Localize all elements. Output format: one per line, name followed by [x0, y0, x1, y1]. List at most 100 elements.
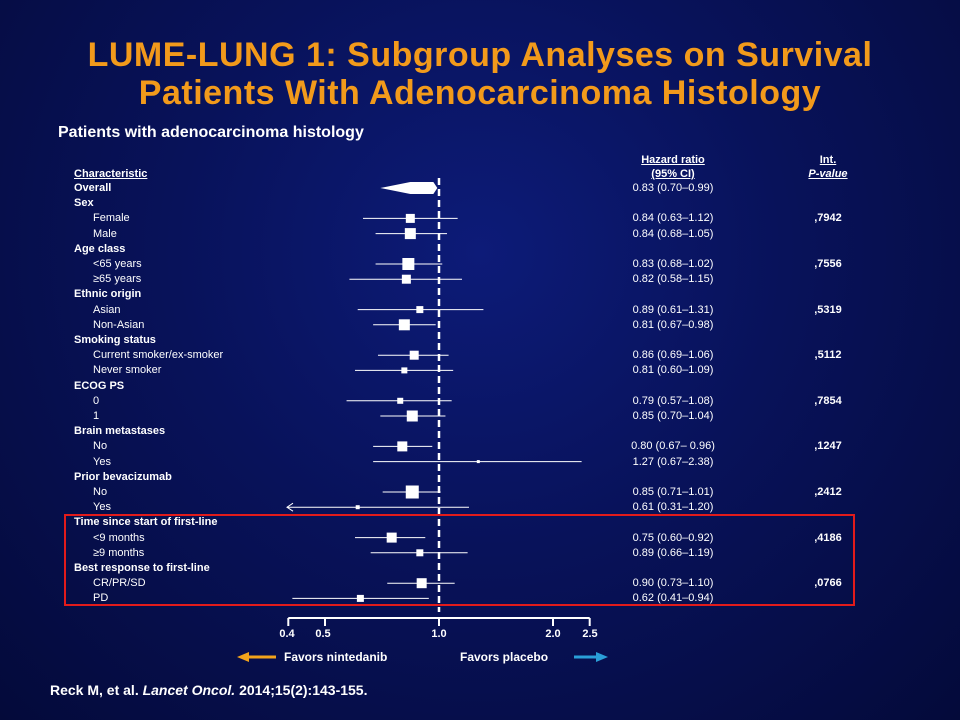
row-label: Female [93, 212, 130, 225]
p-value: ,1247 [814, 440, 842, 453]
hazard-ratio-value: 0.85 (0.70–1.04) [632, 410, 714, 422]
hazard-ratio-value: 0.83 (0.68–1.02) [632, 258, 714, 270]
p-value: ,4186 [814, 531, 842, 544]
row-label: ≥9 months [93, 546, 145, 559]
hazard-ratio-value: 0.61 (0.31–1.20) [632, 501, 714, 514]
row-label: Ethnic origin [74, 288, 142, 301]
point-estimate [405, 485, 419, 499]
hazard-ratio-value: 0.90 (0.73–1.10) [632, 577, 714, 590]
point-estimate [401, 274, 411, 284]
p-value: ,7942 [814, 212, 842, 225]
favors-nintedanib-label: Favors nintedanib [284, 650, 388, 664]
p-value-header-line-1: Int. [819, 154, 837, 166]
p-value-header-line-2: P-value [808, 168, 848, 180]
row-label: Asian [93, 303, 121, 316]
hazard-ratio-value: 0.81 (0.67–0.98) [632, 318, 714, 331]
p-value: ,7854 [814, 394, 842, 407]
point-estimate [355, 505, 360, 510]
hazard-ratio-value: 0.84 (0.68–1.05) [632, 227, 714, 240]
favors-placebo-label: Favors placebo [460, 650, 549, 664]
row-label: <9 months [93, 531, 145, 544]
point-estimate [476, 460, 480, 464]
hazard-ratio-value: 1.27 (0.67–2.38) [632, 455, 714, 468]
hazard-ratio-header: Hazard ratio (95% CI) [620, 153, 726, 181]
point-estimate [416, 549, 424, 557]
hazard-ratio-value: 0.89 (0.66–1.19) [632, 546, 714, 559]
hazard-ratio-header-line-1: Hazard ratio [641, 154, 705, 166]
row-label: ≥65 years [93, 273, 142, 286]
point-estimate [416, 578, 427, 589]
p-value: ,5319 [814, 303, 842, 316]
point-estimate [405, 213, 415, 223]
slide-title-line-2: Patients With Adenocarcinoma Histology [138, 74, 822, 112]
point-estimate [402, 258, 415, 270]
row-label: Time since start of first-line [74, 516, 218, 529]
point-estimate [356, 594, 364, 602]
favors-nintedanib-arrow-head [237, 652, 249, 662]
hazard-ratio-value: 0.83 (0.70–0.99) [632, 182, 714, 194]
hazard-ratio-value: 0.85 (0.71–1.01) [632, 486, 714, 498]
point-estimate [397, 441, 408, 452]
row-label: CR/PR/SD [93, 577, 146, 590]
point-estimate [404, 228, 416, 240]
point-estimate [409, 350, 419, 360]
overall-diamond [380, 182, 438, 194]
tick-label-0-4: 0.4 [279, 628, 295, 640]
hazard-ratio-value: 0.86 (0.69–1.06) [632, 349, 714, 362]
row-label: Yes [93, 455, 111, 468]
row-label: Male [93, 227, 117, 240]
row-label: 0 [93, 394, 100, 407]
p-value: ,2412 [814, 486, 842, 498]
hazard-ratio-value: 0.89 (0.61–1.31) [632, 303, 714, 316]
slide-title: LUME-LUNG 1: Subgroup Analyses on Surviv… [0, 36, 960, 112]
hazard-ratio-value: 0.80 (0.67– 0.96) [631, 440, 715, 453]
hazard-ratio-value: 0.81 (0.60–1.09) [632, 364, 714, 377]
row-label: 1 [93, 410, 100, 422]
point-estimate [398, 319, 410, 331]
citation-journal: Lancet Oncol. [142, 682, 236, 698]
tick-label-1-0: 1.0 [431, 628, 447, 640]
highlight-box [64, 514, 855, 606]
row-label: Current smoker/ex-smoker [93, 349, 224, 362]
row-label: Brain metastases [74, 425, 166, 438]
point-estimate [401, 367, 408, 374]
favors-placebo-arrow-head [596, 652, 608, 662]
tick-label-2-5: 2.5 [582, 628, 598, 640]
chart-subtitle: Patients with adenocarcinoma histology [58, 124, 364, 141]
citation-authors: Reck M, et al. [50, 682, 139, 698]
p-value-header: Int. P-value [796, 153, 860, 181]
ci-arrow [286, 502, 294, 512]
point-estimate [386, 532, 397, 543]
p-value: ,0766 [814, 577, 842, 590]
characteristic-header: Characteristic [74, 168, 148, 180]
tick-label-2-0: 2.0 [545, 628, 561, 640]
row-label: Never smoker [93, 364, 162, 377]
point-estimate [406, 410, 418, 422]
row-label: ECOG PS [74, 379, 125, 392]
row-label: Smoking status [74, 334, 156, 346]
row-label: Non-Asian [93, 318, 145, 331]
slide-title-line-1: LUME-LUNG 1: Subgroup Analyses on Surviv… [87, 36, 873, 74]
citation: Reck M, et al. Lancet Oncol. 2014;15(2):… [50, 682, 367, 698]
hazard-ratio-value: 0.79 (0.57–1.08) [632, 394, 714, 407]
tick-label-0-5: 0.5 [315, 628, 331, 640]
row-label: Yes [93, 501, 111, 514]
row-label: Prior bevacizumab [74, 470, 172, 483]
hazard-ratio-value: 0.82 (0.58–1.15) [632, 273, 714, 286]
p-value: ,7556 [814, 258, 842, 270]
hazard-ratio-value: 0.84 (0.63–1.12) [632, 212, 714, 225]
hazard-ratio-header-line-2: (95% CI) [651, 168, 695, 180]
hazard-ratio-value: 0.75 (0.60–0.92) [632, 531, 714, 544]
point-estimate [416, 306, 424, 314]
row-label: Best response to first-line [74, 562, 210, 574]
citation-ref: 2014;15(2):143-155. [239, 682, 368, 698]
row-label: No [93, 440, 108, 453]
point-estimate [397, 397, 404, 404]
p-value: ,5112 [814, 349, 842, 362]
row-label: <65 years [93, 258, 142, 270]
row-label: Sex [74, 197, 94, 210]
row-label: No [93, 486, 108, 498]
hazard-ratio-value: 0.62 (0.41–0.94) [632, 592, 714, 605]
row-label: Overall [74, 182, 112, 194]
